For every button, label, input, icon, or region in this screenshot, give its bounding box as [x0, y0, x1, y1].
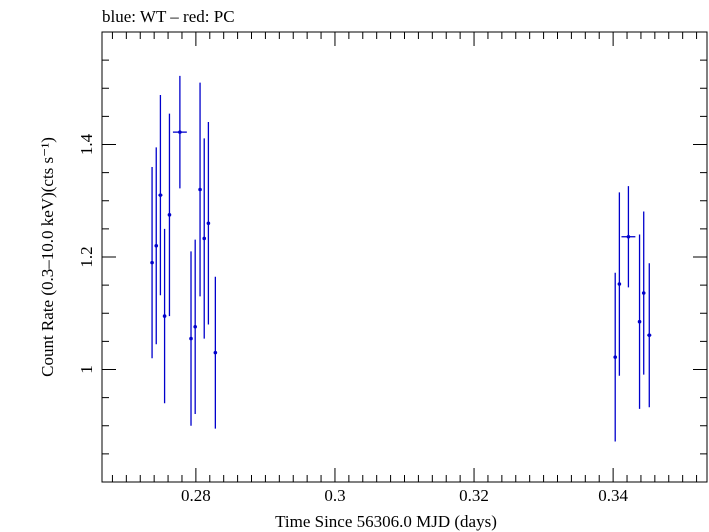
data-points — [150, 75, 652, 442]
x-tick-labels: 0.28 0.3 0.32 0.34 — [181, 486, 628, 505]
data-point — [202, 138, 207, 339]
data-point — [617, 192, 622, 376]
point-marker — [178, 130, 182, 134]
point-marker — [206, 221, 211, 226]
data-point — [647, 263, 652, 408]
point-marker — [154, 243, 159, 248]
data-point — [621, 186, 636, 288]
data-point — [206, 122, 211, 325]
point-marker — [198, 187, 202, 192]
point-marker — [202, 236, 207, 241]
point-marker — [626, 234, 631, 239]
axis-ticks — [102, 31, 707, 482]
x-tick-label: 0.32 — [459, 486, 489, 505]
data-point — [613, 272, 618, 442]
plot-frame — [101, 31, 708, 483]
y-tick-labels: 1 1.2 1.4 — [77, 133, 96, 373]
data-point — [167, 113, 172, 317]
data-point — [150, 167, 154, 359]
y-tick-label: 1 — [77, 365, 96, 374]
data-point — [641, 211, 646, 375]
y-axis-label: Count Rate (0.3–10.0 keV)(cts s⁻¹) — [38, 137, 57, 377]
y-tick-label: 1.4 — [77, 133, 96, 155]
header-text: blue: WT – red: PC — [102, 7, 235, 26]
point-marker — [617, 282, 622, 286]
data-point — [193, 239, 197, 414]
point-marker — [613, 355, 618, 359]
point-marker — [641, 291, 646, 295]
point-marker — [158, 193, 163, 197]
point-marker — [213, 350, 218, 355]
data-point — [162, 228, 167, 404]
point-marker — [167, 213, 172, 217]
data-point — [172, 75, 187, 189]
point-marker — [637, 319, 642, 324]
data-point — [189, 251, 193, 426]
x-tick-label: 0.28 — [181, 486, 211, 505]
point-marker — [189, 336, 193, 341]
data-point — [154, 147, 159, 345]
data-point — [637, 234, 642, 409]
y-tick-label: 1.2 — [77, 246, 96, 267]
point-marker — [193, 324, 197, 329]
point-marker — [150, 260, 154, 265]
data-point — [158, 95, 163, 296]
x-tick-label: 0.3 — [324, 486, 345, 505]
x-axis-label: Time Since 56306.0 MJD (days) — [275, 512, 497, 531]
data-point — [198, 82, 202, 297]
point-marker — [162, 314, 167, 318]
x-tick-label: 0.34 — [598, 486, 628, 505]
point-marker — [647, 333, 652, 337]
data-point — [213, 276, 218, 429]
